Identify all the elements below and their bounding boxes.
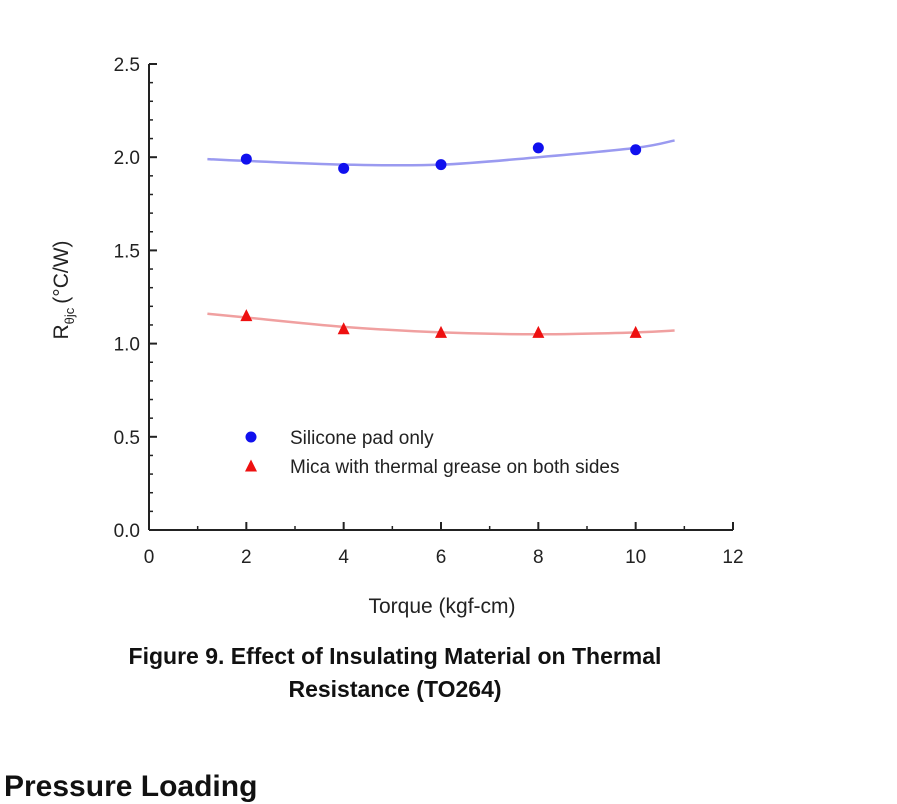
y-tick-label: 1.0 xyxy=(114,335,140,356)
y-axis-label: Rθjc (°C/W) xyxy=(50,240,77,339)
axes: 0 2 4 6 8 10 12 0.0 0.5 1.0 1.5 2.0 2.5 xyxy=(114,55,744,568)
axis-labels: Torque (kgf-cm) Rθjc (°C/W) xyxy=(50,240,516,618)
data-point-series-2 xyxy=(240,309,253,322)
data-point-series-2 xyxy=(435,325,447,338)
x-tick-label: 6 xyxy=(436,547,447,568)
data-point-series-1 xyxy=(532,142,544,154)
x-tick-label: 0 xyxy=(144,547,155,568)
svg-text:Rθjc(°C/W): Rθjc (°C/W) xyxy=(50,240,77,339)
data-point-series-2 xyxy=(629,325,642,338)
x-tick-label: 2 xyxy=(241,547,252,568)
y-axis-symbol: R xyxy=(50,324,73,339)
data-point-series-1 xyxy=(435,159,447,171)
figure-caption-line-1: Figure 9. Effect of Insulating Material … xyxy=(128,643,662,669)
y-axis-unit: (°C/W) xyxy=(50,240,73,303)
data-point-series-1 xyxy=(240,153,252,165)
section-heading: Pressure Loading xyxy=(4,770,258,803)
y-tick-label: 2.5 xyxy=(114,55,140,76)
y-tick-label: 0.5 xyxy=(114,428,140,449)
legend: Silicone pad only Mica with thermal greas… xyxy=(245,428,620,478)
legend-marker-2 xyxy=(245,459,257,472)
legend-marker-1 xyxy=(245,431,257,443)
figure-caption-line-2: Resistance (TO264) xyxy=(288,676,502,702)
data-point-series-1 xyxy=(338,162,350,174)
data-points xyxy=(240,142,642,338)
x-tick-label: 10 xyxy=(625,547,646,568)
data-point-series-1 xyxy=(630,144,642,156)
y-tick-label: 1.5 xyxy=(114,241,140,262)
x-tick-label: 4 xyxy=(338,547,349,568)
x-tick-label: 8 xyxy=(533,547,544,568)
y-tick-label: 2.0 xyxy=(114,148,140,169)
x-axis-label: Torque (kgf-cm) xyxy=(368,595,515,618)
data-point-series-2 xyxy=(337,322,350,335)
y-axis-subscript: θjc xyxy=(62,307,77,324)
y-tick-label: 0.0 xyxy=(114,521,140,542)
data-point-series-2 xyxy=(532,325,545,338)
chart: 0 2 4 6 8 10 12 0.0 0.5 1.0 1.5 2.0 2.5 Silicone pad… xyxy=(50,55,744,618)
legend-label-2: Mica with thermal grease on both sides xyxy=(290,457,620,478)
legend-label-1: Silicone pad only xyxy=(290,428,434,449)
x-tick-label: 12 xyxy=(722,547,743,568)
